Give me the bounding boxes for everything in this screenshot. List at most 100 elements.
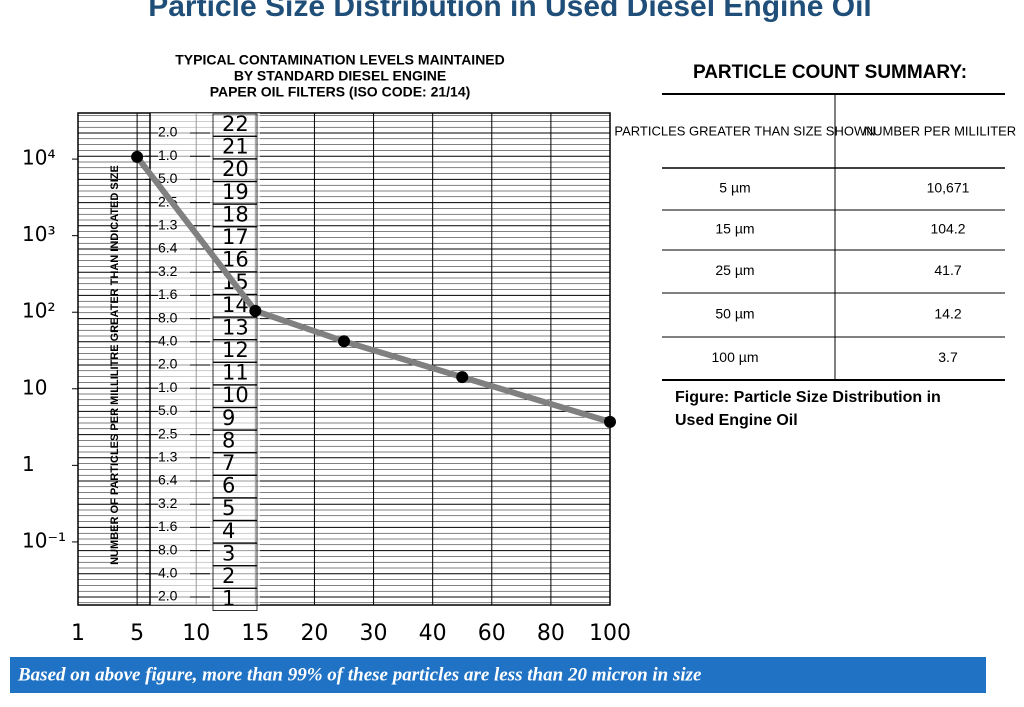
data-point (604, 415, 616, 428)
page-title: Particle Size Distribution in Used Diese… (148, 0, 872, 23)
banner-bg (10, 657, 986, 693)
x-tick-label: 30 (360, 621, 388, 646)
iso-box (212, 452, 258, 476)
table-title: PARTICLE COUNT SUMMARY: (693, 62, 967, 83)
table-cell: 10,671 (927, 180, 970, 196)
x-tick-label: 20 (300, 621, 328, 646)
iso-label: 16 (222, 248, 249, 272)
iso-box (212, 226, 258, 250)
chart-title: TYPICAL CONTAMINATION LEVELS MAINTAINED (175, 52, 505, 68)
iso-box (212, 158, 258, 182)
iso-box (212, 136, 258, 160)
iso-label: 2 (222, 564, 235, 588)
iso-box (212, 588, 258, 611)
x-tick-label: 5 (130, 621, 144, 646)
data-point (249, 304, 262, 317)
iso-box (212, 316, 258, 340)
data-point (131, 150, 144, 163)
iso-box (212, 497, 258, 521)
iso-label: 20 (222, 157, 249, 181)
iso-label: 19 (222, 180, 249, 204)
iso-label: 4 (222, 519, 235, 543)
data-point (456, 371, 469, 384)
count-label: 2.0 (158, 124, 178, 140)
count-label: 1.3 (158, 217, 178, 233)
chart-title: BY STANDARD DIESEL ENGINE (234, 68, 446, 84)
iso-box (212, 475, 258, 499)
x-tick-label: 80 (537, 621, 565, 646)
iso-label: 10 (222, 383, 249, 407)
iso-box (212, 543, 258, 566)
iso-box (212, 113, 258, 137)
table-cell: 15 µm (715, 221, 754, 237)
iso-label: 11 (222, 361, 249, 385)
count-label: 2.0 (158, 588, 178, 604)
count-label: 3.2 (158, 495, 178, 511)
table-cell: 5 µm (719, 180, 750, 196)
table-cell: 25 µm (715, 262, 754, 278)
x-tick-label: 60 (478, 621, 506, 646)
iso-label: 13 (222, 315, 249, 339)
y-tick-label: 10² (22, 299, 55, 323)
x-tick-label: 100 (589, 621, 631, 646)
iso-box (212, 429, 258, 453)
table-cell: 104.2 (930, 221, 965, 237)
count-label: 6.4 (158, 240, 178, 256)
count-label: 4.0 (158, 333, 178, 349)
iso-box (212, 565, 258, 589)
chart-title: PAPER OIL FILTERS (ISO CODE: 21/14) (210, 84, 471, 100)
count-label: 5.0 (158, 170, 178, 186)
iso-box (212, 520, 258, 544)
banner-text: Based on above figure, more than 99% of … (17, 664, 702, 685)
x-tick-label: 40 (419, 621, 447, 646)
table-cell: 41.7 (934, 262, 961, 278)
iso-label: 17 (222, 225, 249, 249)
count-label: 8.0 (158, 541, 178, 557)
count-label: 4.0 (158, 565, 178, 581)
iso-box (212, 271, 258, 295)
iso-label: 6 (222, 474, 235, 498)
table-header: NUMBER PER MILILITER (864, 123, 1016, 138)
count-label: 8.0 (158, 309, 178, 325)
count-label: 6.4 (158, 472, 178, 488)
y-tick-label: 10⁻¹ (22, 528, 66, 552)
iso-box (212, 362, 258, 386)
table-header: PARTICLES GREATER THAN SIZE SHOWN (614, 123, 875, 138)
y-axis-label: NUMBER OF PARTICLES PER MILLILITRE GREAT… (109, 165, 121, 565)
iso-box (212, 181, 258, 205)
count-label: 1.3 (158, 449, 178, 465)
count-label: 1.0 (158, 379, 178, 395)
iso-box (212, 203, 258, 227)
iso-label: 8 (222, 428, 235, 452)
x-tick-label: 10 (182, 621, 210, 646)
y-tick-label: 10³ (22, 222, 55, 246)
y-tick-label: 1 (22, 452, 35, 476)
caption: Figure: Particle Size Distribution in Use… (675, 389, 941, 429)
iso-label: 9 (222, 406, 235, 430)
y-tick-label: 10 (22, 375, 47, 399)
count-label: 2.0 (158, 356, 178, 372)
iso-label: 3 (222, 541, 235, 565)
count-label: 1.0 (158, 147, 178, 163)
iso-label: 5 (222, 496, 235, 520)
iso-label: 1 (222, 587, 235, 611)
iso-box (212, 407, 258, 431)
count-label: 1.6 (158, 518, 178, 534)
y-tick-label: 10⁴ (22, 146, 55, 170)
count-label: 2.5 (158, 425, 178, 441)
iso-box (212, 384, 258, 408)
table-cell: 50 µm (715, 306, 754, 322)
x-tick-label: 1 (71, 621, 85, 646)
count-label: 1.6 (158, 286, 178, 302)
table-cell: 3.7 (938, 349, 958, 365)
iso-label: 22 (222, 112, 249, 136)
iso-label: 21 (222, 135, 249, 159)
data-point (338, 335, 350, 348)
iso-label: 18 (222, 202, 249, 226)
iso-box (212, 339, 258, 363)
count-label: 5.0 (158, 402, 178, 418)
x-tick-label: 15 (241, 621, 269, 646)
table-cell: 14.2 (934, 306, 961, 322)
